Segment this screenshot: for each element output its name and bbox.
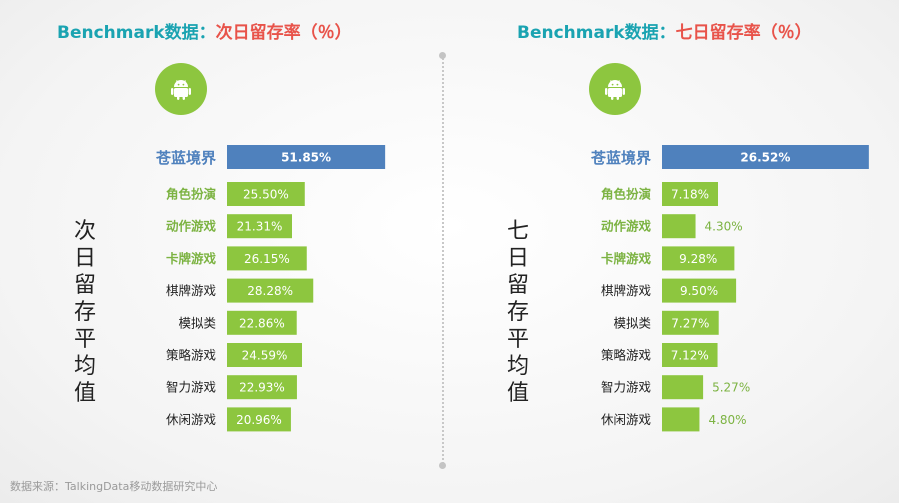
data-label: 21.31% xyxy=(237,220,283,234)
category-label: 策略游戏 xyxy=(601,348,651,363)
bar xyxy=(227,278,314,303)
left-chart-title: Benchmark数据：次日留存率（％） xyxy=(57,18,352,43)
category-label: 角色扮演 xyxy=(166,187,217,202)
left-title-prefix: Benchmark数据： xyxy=(57,23,216,43)
right-title-metric: 七日留存率（％） xyxy=(675,23,812,43)
data-label: 24.59% xyxy=(242,349,288,363)
category-label: 休闲游戏 xyxy=(166,412,216,427)
right-average-label: 七日留存平均值 xyxy=(506,219,529,406)
data-label: 4.80% xyxy=(708,413,746,427)
category-label: 智力游戏 xyxy=(601,380,651,395)
data-label: 22.93% xyxy=(239,381,285,395)
data-label: 28.28% xyxy=(247,284,293,298)
bar xyxy=(662,214,696,239)
category-label: 模拟类 xyxy=(178,315,216,330)
data-label: 26.52% xyxy=(740,151,790,165)
bar xyxy=(662,375,704,400)
data-label: 9.28% xyxy=(679,252,717,266)
bar xyxy=(662,310,719,335)
data-label: 9.50% xyxy=(680,284,718,298)
source-note: 数据来源：TalkingData移动数据研究中心 xyxy=(10,480,218,493)
next-day-retention-chart: 苍蓝境界 51.85% 角色扮演 25.50% 动作游戏 21.31% 卡牌游戏 26.15%… xyxy=(155,145,386,432)
seven-day-retention-chart: 苍蓝境界 26.52% 角色扮演 7.18% 动作游戏 4.30% 卡牌游戏 9.28% 棋牌游… xyxy=(590,145,869,432)
left-average-label: 次日留存平均值 xyxy=(73,219,96,406)
bar xyxy=(662,182,719,206)
data-label: 7.27% xyxy=(671,316,709,330)
bar xyxy=(227,182,305,206)
data-label: 4.30% xyxy=(705,220,743,234)
divider-dot xyxy=(439,462,446,469)
bar xyxy=(227,246,307,271)
category-label: 卡牌游戏 xyxy=(166,251,217,266)
category-label: 角色扮演 xyxy=(601,187,652,202)
android-icon xyxy=(155,63,207,115)
bar xyxy=(227,214,292,239)
bar xyxy=(662,278,737,303)
data-label: 5.27% xyxy=(712,381,750,395)
category-label: 动作游戏 xyxy=(601,219,652,234)
android-icon xyxy=(589,63,641,115)
category-label: 动作游戏 xyxy=(166,219,217,234)
bar xyxy=(227,375,297,400)
center-divider xyxy=(442,55,444,467)
highlight-bar xyxy=(662,145,869,169)
bar xyxy=(227,343,302,367)
bar xyxy=(662,246,735,271)
bar xyxy=(227,407,291,432)
category-label: 智力游戏 xyxy=(166,380,216,395)
category-label: 棋牌游戏 xyxy=(601,283,651,298)
right-title-prefix: Benchmark数据： xyxy=(517,23,676,43)
divider-dot xyxy=(439,52,446,59)
data-label: 7.12% xyxy=(671,349,709,363)
highlight-bar xyxy=(227,145,386,169)
category-label: 模拟类 xyxy=(613,315,651,330)
bar xyxy=(662,407,700,432)
category-label: 卡牌游戏 xyxy=(601,251,652,266)
data-label: 22.86% xyxy=(239,316,285,330)
category-label: 策略游戏 xyxy=(166,348,216,363)
category-label: 苍蓝境界 xyxy=(590,149,651,167)
data-label: 26.15% xyxy=(244,252,290,266)
left-title-metric: 次日留存率（％） xyxy=(215,23,352,43)
data-label: 7.18% xyxy=(671,188,709,202)
bar xyxy=(227,310,297,335)
data-label: 25.50% xyxy=(243,188,289,202)
right-chart-title: Benchmark数据：七日留存率（％） xyxy=(517,18,812,43)
category-label: 棋牌游戏 xyxy=(166,283,216,298)
data-label: 51.85% xyxy=(281,151,331,165)
data-label: 20.96% xyxy=(236,413,282,427)
bar xyxy=(662,343,718,367)
category-label: 苍蓝境界 xyxy=(155,149,216,167)
category-label: 休闲游戏 xyxy=(601,412,651,427)
